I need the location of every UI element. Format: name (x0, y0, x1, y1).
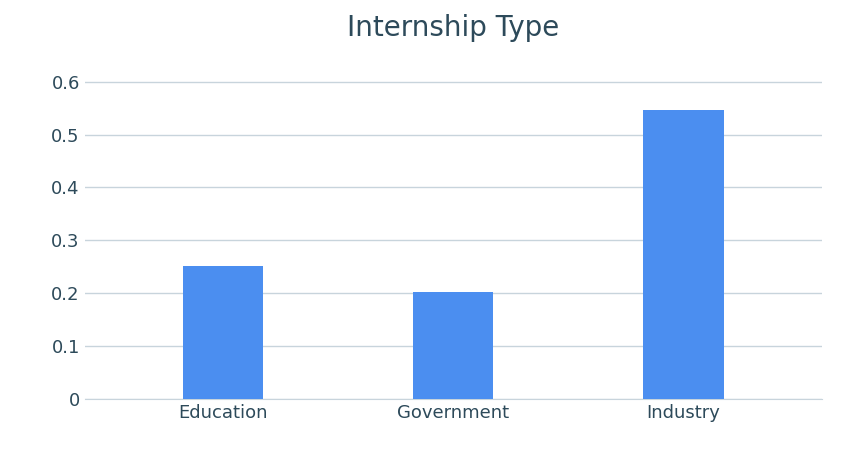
Bar (412, 292, 494, 399)
Bar (183, 266, 263, 399)
Title: Internship Type: Internship Type (347, 14, 559, 42)
Bar (643, 110, 723, 399)
